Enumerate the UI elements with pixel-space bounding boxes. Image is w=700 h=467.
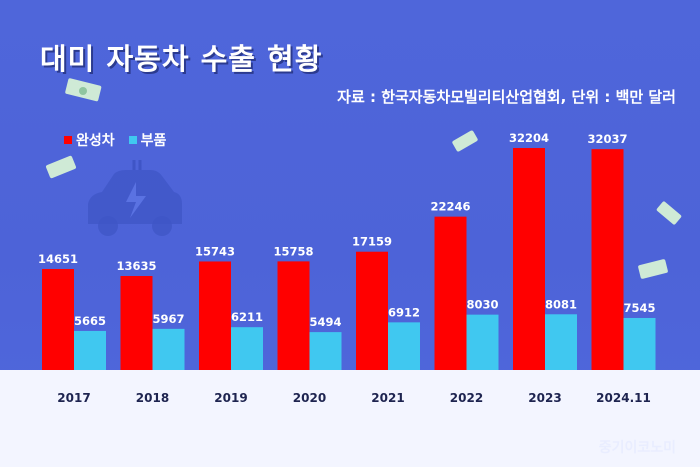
data-label-parts-2020: 5494	[309, 315, 341, 329]
data-label-parts-2024.11: 7545	[623, 301, 655, 315]
x-tick-label-2018: 2018	[136, 391, 169, 405]
money-bill-icon	[46, 155, 76, 179]
money-bill-icon	[65, 78, 102, 102]
bar-vehicles-2020	[277, 261, 310, 370]
data-label-parts-2022: 8030	[466, 298, 498, 312]
data-label-parts-2018: 5967	[152, 312, 184, 326]
legend-swatch-parts	[128, 136, 137, 144]
legend-label-parts: 부품	[140, 133, 167, 149]
money-bill-icon	[638, 259, 668, 279]
bar-vehicles-2018	[120, 276, 153, 370]
bar-parts-2024.11	[623, 317, 656, 370]
data-label-vehicles-2023: 32204	[509, 131, 549, 145]
bar-parts-2023	[545, 314, 577, 370]
data-label-parts-2019: 6211	[231, 310, 263, 324]
x-tick-label-2017: 2017	[57, 391, 90, 405]
bar-vehicles-2023	[513, 148, 545, 370]
data-label-parts-2017: 5665	[74, 314, 106, 328]
page-title: 대미 자동차 수출 현황	[40, 42, 323, 76]
x-tick-label-2022: 2022	[450, 391, 483, 405]
bar-vehicles-2017	[42, 269, 74, 370]
bar-parts-2021	[388, 322, 420, 370]
bar-parts-2017	[74, 330, 106, 370]
data-label-parts-2023: 8081	[545, 297, 577, 311]
watermark: 중기이코노미	[598, 440, 676, 456]
chart-legend: 완성차 부품	[64, 130, 174, 150]
bar-vehicles-2024.11	[591, 149, 624, 370]
data-label-vehicles-2018: 13635	[116, 259, 156, 273]
electric-car-icon	[88, 160, 182, 236]
x-tick-label-2019: 2019	[214, 391, 247, 405]
bar-vehicles-2021	[356, 251, 388, 370]
bar-parts-2020	[309, 332, 342, 370]
money-bill-icon	[452, 130, 478, 152]
x-tick-label-2023: 2023	[528, 391, 561, 405]
data-label-parts-2021: 6912	[388, 305, 420, 319]
data-label-vehicles-2020: 15758	[273, 244, 313, 258]
bar-vehicles-2019	[199, 261, 231, 370]
data-label-vehicles-2017: 14651	[38, 252, 78, 266]
data-label-vehicles-2022: 22246	[430, 200, 470, 214]
legend-item-vehicles: 완성차	[64, 130, 115, 150]
legend-swatch-vehicles	[64, 136, 72, 144]
bar-parts-2022	[466, 314, 499, 370]
data-label-vehicles-2024.11: 32037	[587, 132, 627, 146]
bar-vehicles-2022	[434, 216, 467, 370]
legend-label-vehicles: 완성차	[76, 133, 115, 149]
ground-band	[0, 370, 700, 467]
x-tick-label-2021: 2021	[371, 391, 404, 405]
data-label-vehicles-2019: 15743	[195, 244, 235, 258]
data-label-vehicles-2021: 17159	[352, 235, 392, 249]
source-note: 자료 : 한국자동차모빌리티산업협회, 단위 : 백만 달러	[337, 88, 676, 106]
x-tick-label-2024.11: 2024.11	[596, 391, 651, 405]
money-bill-icon	[656, 201, 682, 225]
x-tick-label-2020: 2020	[293, 391, 326, 405]
bar-parts-2019	[231, 327, 263, 370]
legend-item-parts: 부품	[128, 130, 167, 150]
bar-parts-2018	[152, 328, 185, 370]
